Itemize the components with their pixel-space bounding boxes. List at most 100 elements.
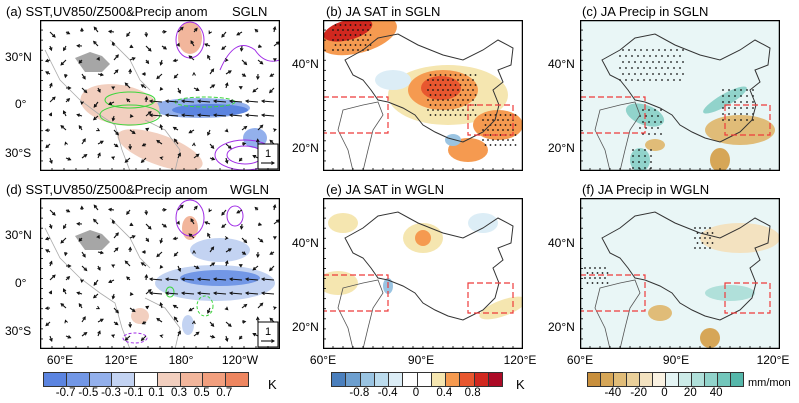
- wind-vector-head: [177, 152, 181, 157]
- wind-vector-head: [107, 29, 112, 34]
- significance-dot: [740, 95, 742, 97]
- precip-dry: [705, 115, 775, 145]
- significance-dot: [728, 107, 730, 109]
- significance-dot: [599, 267, 601, 269]
- wind-vector-head: [141, 72, 146, 76]
- wind-vector: [245, 114, 259, 117]
- significance-dot: [444, 84, 447, 86]
- significance-dot: [342, 29, 344, 31]
- wind-vector-head: [159, 265, 164, 269]
- wind-vector: [197, 100, 211, 103]
- wind-vector: [213, 278, 227, 281]
- country-border: [594, 279, 641, 349]
- significance-dot: [699, 247, 701, 249]
- significance-dot: [594, 277, 596, 279]
- significance-dot: [601, 282, 604, 284]
- wind-vector: [124, 260, 131, 267]
- colorbar-tick-label: -0.1: [123, 387, 144, 399]
- xtick-label: 60°E: [566, 353, 594, 367]
- significance-dot: [622, 73, 624, 75]
- wind-vector: [261, 100, 275, 103]
- wind-vector-head: [177, 267, 181, 272]
- region-box: [724, 282, 771, 314]
- significance-dot: [657, 127, 659, 129]
- reference-vector-label: 1: [265, 326, 271, 338]
- significance-dot: [352, 29, 354, 31]
- significance-dot: [673, 55, 675, 57]
- significance-dot: [469, 84, 472, 86]
- significance-dot: [444, 74, 447, 76]
- significance-dot: [457, 109, 459, 111]
- wind-vector-head: [63, 74, 68, 79]
- significance-dot: [655, 79, 657, 81]
- significance-dot: [589, 267, 591, 269]
- wind-vector-head: [148, 291, 153, 296]
- sat-cool: [445, 134, 461, 146]
- xtick-label: 120°E: [503, 353, 537, 367]
- wind-vector-head: [140, 84, 145, 88]
- significance-dot: [502, 119, 504, 121]
- wind-vector-head: [207, 309, 211, 314]
- colorbar-swatch: [705, 373, 718, 386]
- ytick-label: 40°N: [292, 57, 319, 71]
- plateau-mask: [75, 52, 110, 72]
- significance-dot: [447, 89, 449, 91]
- wind-vector-head: [97, 266, 101, 271]
- wind-vector-head: [159, 124, 164, 129]
- wind-vector-head: [147, 225, 152, 230]
- significance-dot: [449, 94, 452, 96]
- wind-vector-head: [131, 235, 136, 239]
- wind-vector-head: [126, 276, 130, 281]
- significance-dot: [337, 49, 339, 51]
- significance-dot: [634, 61, 636, 63]
- wind-vector-head: [111, 264, 116, 268]
- ytick-label: 40°N: [548, 236, 575, 250]
- wind-vector-head: [180, 277, 185, 282]
- wind-vector-head: [242, 251, 247, 255]
- significance-dot: [509, 124, 512, 126]
- significance-dot: [452, 89, 454, 91]
- wind-vector-head: [60, 125, 65, 129]
- significance-dot: [464, 84, 467, 86]
- wind-vector-head: [207, 232, 211, 237]
- wind-vector-head: [192, 249, 196, 254]
- wind-vector: [245, 292, 259, 295]
- significance-dot: [734, 107, 736, 109]
- significance-dot: [632, 167, 634, 169]
- wind-vector-head: [272, 306, 277, 310]
- panel-e-map: [323, 198, 523, 349]
- wind-vector-head: [211, 156, 216, 161]
- wind-vector: [273, 219, 280, 225]
- colorbar-swatch: [417, 373, 432, 386]
- wind-vector-head: [228, 99, 233, 104]
- wind-vector-head: [272, 25, 277, 31]
- panel-d-map: 1: [40, 198, 280, 349]
- wind-vector-head: [159, 87, 164, 91]
- significance-dot: [449, 84, 452, 86]
- wind-vector-head: [49, 337, 53, 342]
- wind-vector: [149, 114, 163, 117]
- wind-vector-head: [227, 145, 232, 149]
- wind-vector-head: [66, 208, 71, 213]
- significance-dot: [648, 109, 650, 111]
- significance-dot: [670, 61, 672, 63]
- sat-colorbar: [331, 372, 503, 387]
- significance-dot: [667, 67, 669, 69]
- significance-dot: [332, 29, 334, 31]
- wind-vector: [49, 274, 56, 281]
- wind-vector-head: [97, 330, 101, 335]
- wind-vector-head: [148, 99, 153, 104]
- wind-vector: [145, 111, 152, 117]
- significance-dot: [507, 119, 509, 121]
- wind-vector-head: [111, 295, 116, 300]
- wind-vector-head: [93, 26, 98, 31]
- significance-dot: [457, 89, 459, 91]
- wind-vector-head: [239, 47, 244, 52]
- wind-vector-head: [49, 82, 53, 87]
- significance-dot: [694, 237, 696, 239]
- wind-vector-head: [66, 30, 71, 35]
- significance-dot: [514, 144, 517, 146]
- significance-dot: [644, 155, 646, 157]
- significance-dot: [492, 129, 494, 131]
- wind-vector-head: [115, 54, 119, 59]
